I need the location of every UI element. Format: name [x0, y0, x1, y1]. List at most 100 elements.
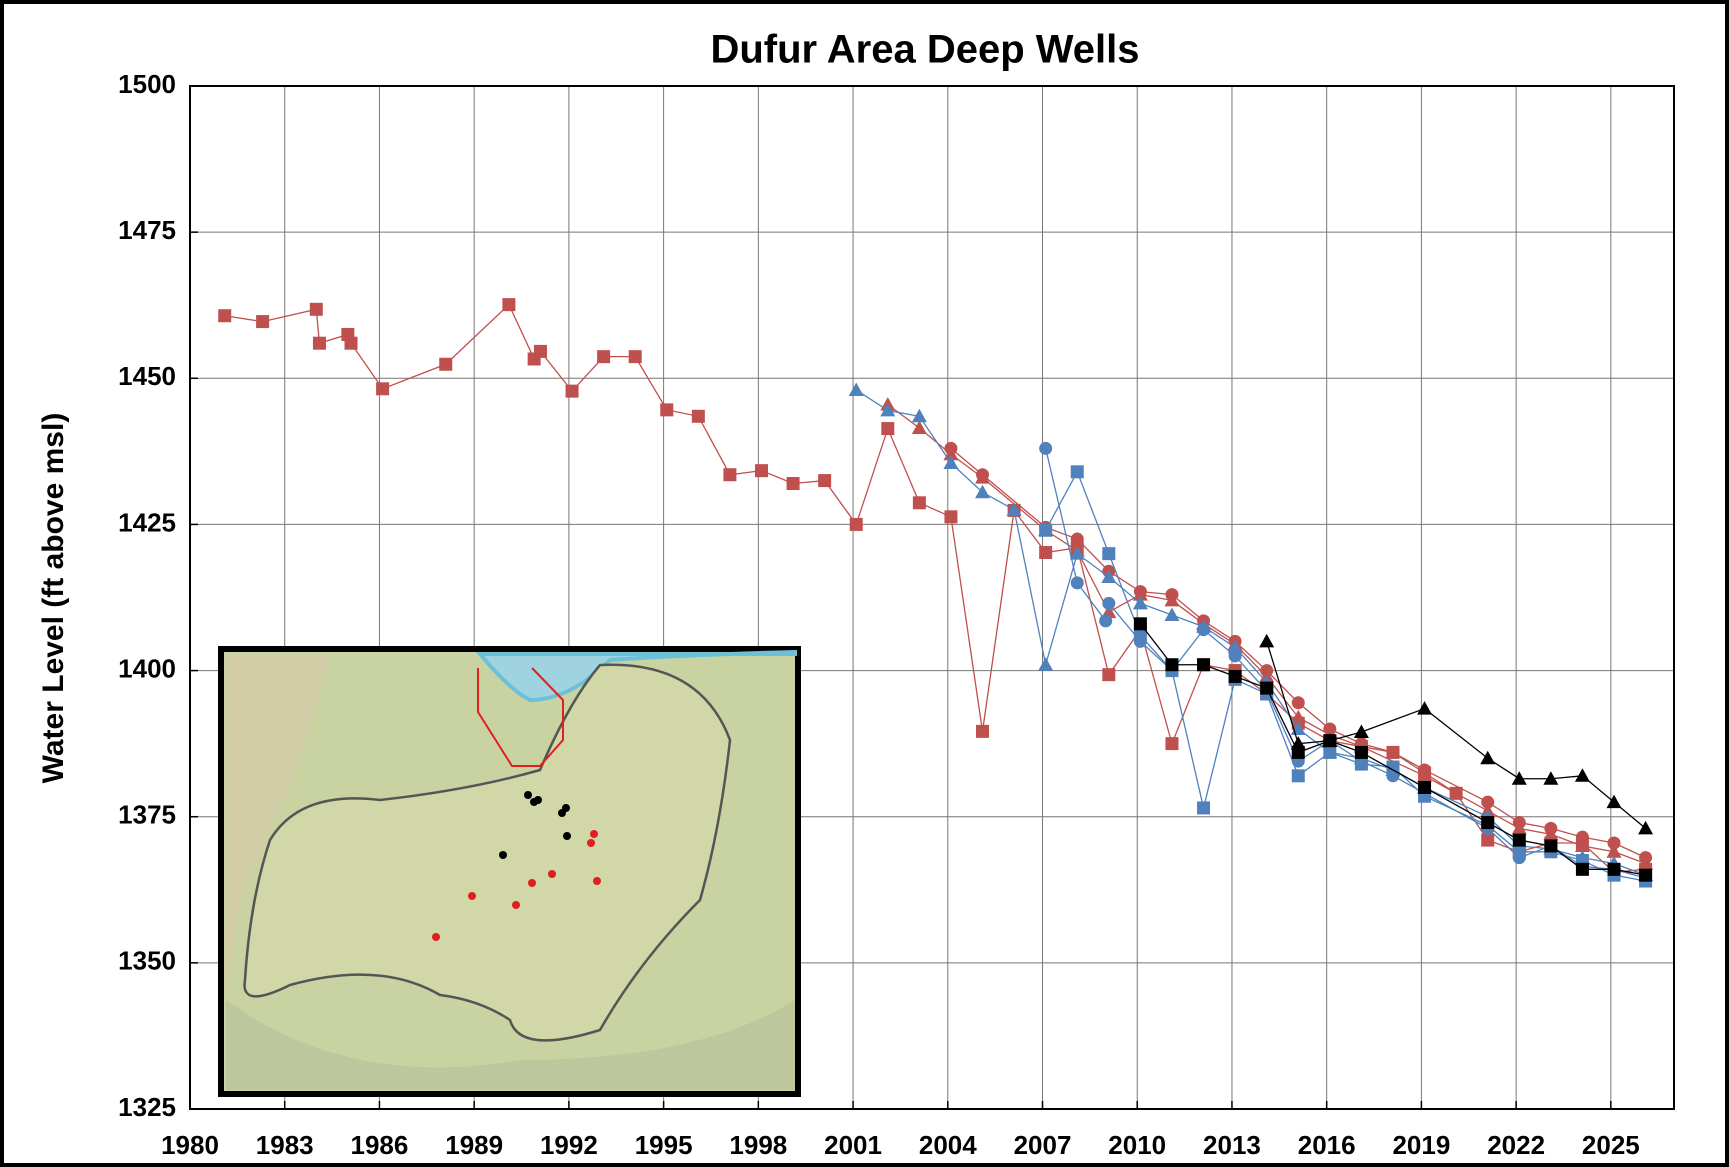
x-tick-label: 2019 [1392, 1130, 1450, 1160]
marker [944, 510, 957, 523]
well-marker [512, 901, 520, 909]
marker [976, 725, 989, 738]
y-tick-label: 1425 [118, 507, 176, 537]
marker [218, 309, 231, 322]
marker [1355, 746, 1368, 759]
x-tick-label: 1995 [635, 1130, 693, 1160]
marker [1292, 746, 1305, 759]
y-tick-label: 1450 [118, 361, 176, 391]
well-marker [499, 851, 507, 859]
well-marker [524, 791, 532, 799]
marker [1639, 869, 1652, 882]
marker [1102, 547, 1115, 560]
marker [1576, 863, 1589, 876]
marker [1102, 597, 1115, 610]
marker [660, 403, 673, 416]
x-tick-label: 2013 [1203, 1130, 1261, 1160]
marker [1197, 623, 1210, 636]
marker [439, 358, 452, 371]
marker [1229, 649, 1242, 662]
marker [723, 468, 736, 481]
marker [629, 350, 642, 363]
marker [755, 464, 768, 477]
marker [1260, 682, 1273, 695]
marker [1513, 845, 1526, 858]
marker [256, 315, 269, 328]
x-tick-label: 1989 [445, 1130, 503, 1160]
marker [1481, 816, 1494, 829]
marker [1165, 658, 1178, 671]
marker [597, 350, 610, 363]
marker [1513, 834, 1526, 847]
well-marker [528, 879, 536, 887]
marker [1071, 465, 1084, 478]
well-marker [590, 830, 598, 838]
marker [1165, 737, 1178, 750]
y-tick-label: 1375 [118, 800, 176, 830]
marker [1292, 696, 1305, 709]
marker [1039, 442, 1052, 455]
marker [1355, 758, 1368, 771]
marker [534, 345, 547, 358]
marker [566, 385, 579, 398]
marker [1134, 629, 1147, 642]
well-marker [562, 804, 570, 812]
x-tick-label: 2004 [919, 1130, 977, 1160]
marker [1071, 576, 1084, 589]
marker [787, 477, 800, 490]
marker [1481, 834, 1494, 847]
y-tick-label: 1325 [118, 1092, 176, 1122]
x-tick-label: 2001 [824, 1130, 882, 1160]
x-tick-label: 2025 [1582, 1130, 1640, 1160]
marker [692, 410, 705, 423]
marker [1099, 614, 1112, 627]
marker [1323, 734, 1336, 747]
well-marker [432, 933, 440, 941]
marker [1386, 746, 1399, 759]
x-tick-label: 2016 [1298, 1130, 1356, 1160]
x-tick-label: 1980 [161, 1130, 219, 1160]
marker [376, 382, 389, 395]
marker [1323, 746, 1336, 759]
marker [1608, 863, 1621, 876]
marker [1039, 524, 1052, 537]
y-tick-label: 1500 [118, 69, 176, 99]
y-axis-label: Water Level (ft above msl) [37, 413, 70, 784]
well-marker [587, 839, 595, 847]
x-tick-label: 2022 [1487, 1130, 1545, 1160]
y-tick-label: 1400 [118, 653, 176, 683]
x-tick-label: 1998 [729, 1130, 787, 1160]
marker [850, 518, 863, 531]
y-tick-label: 1475 [118, 215, 176, 245]
y-tick-label: 1350 [118, 946, 176, 976]
marker [1197, 658, 1210, 671]
marker [1229, 670, 1242, 683]
inset-map [221, 649, 798, 1094]
marker [1292, 769, 1305, 782]
marker [1134, 617, 1147, 630]
x-tick-label: 1986 [351, 1130, 409, 1160]
marker [1039, 546, 1052, 559]
x-tick-label: 1983 [256, 1130, 314, 1160]
marker [502, 298, 515, 311]
marker [313, 337, 326, 350]
marker [345, 337, 358, 350]
marker [1197, 801, 1210, 814]
well-marker [593, 877, 601, 885]
marker [881, 422, 894, 435]
well-marker [563, 832, 571, 840]
x-tick-label: 2007 [1014, 1130, 1072, 1160]
marker [1418, 781, 1431, 794]
chart-title: Dufur Area Deep Wells [710, 28, 1139, 72]
x-tick-label: 1992 [540, 1130, 598, 1160]
marker [1544, 839, 1557, 852]
marker [310, 303, 323, 316]
chart: Dufur Area Deep Wells Water Level (ft ab… [0, 0, 1729, 1167]
marker [818, 474, 831, 487]
marker [913, 496, 926, 509]
x-tick-label: 2010 [1108, 1130, 1166, 1160]
marker [1102, 668, 1115, 681]
well-marker [548, 870, 556, 878]
well-marker [468, 892, 476, 900]
well-marker [534, 796, 542, 804]
